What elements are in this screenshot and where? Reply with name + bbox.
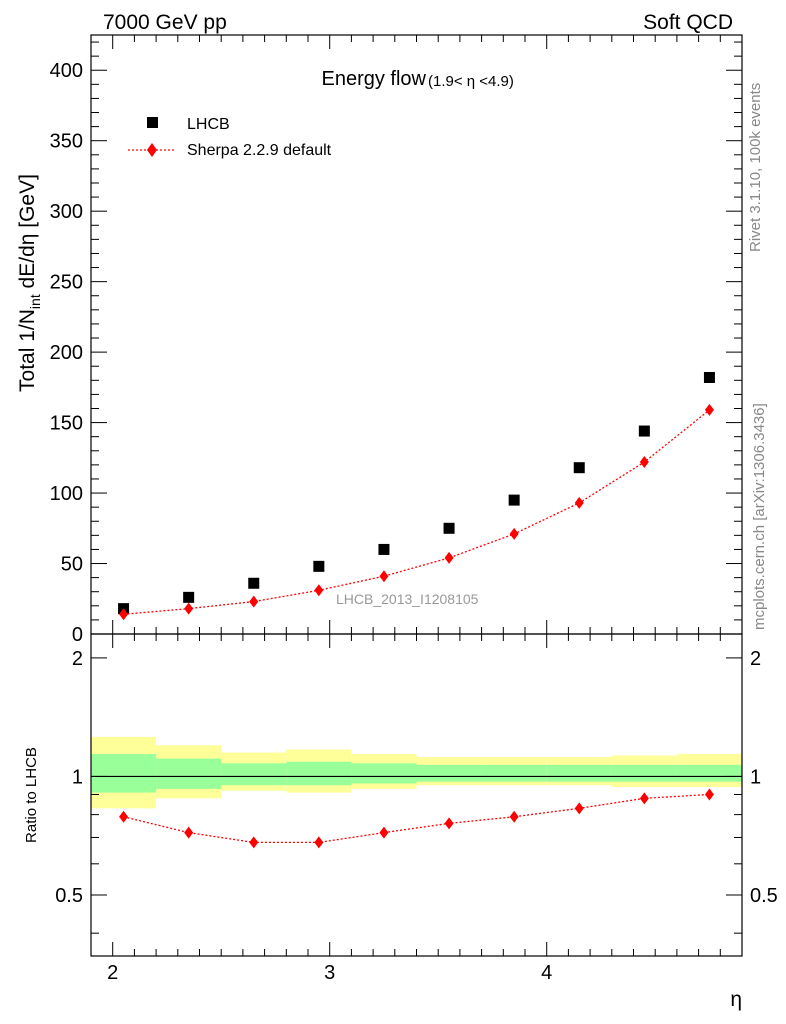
ratio-ytick-label-left: 1 — [72, 766, 83, 788]
ratio-ytick-label-right: 2 — [750, 648, 761, 670]
ratio-data-point-sherpa — [509, 810, 519, 823]
main-ytick-label: 250 — [50, 272, 83, 294]
uncertainty-band-green — [481, 764, 547, 782]
side-label-rivet: Rivet 3.1.10, 100k events — [747, 83, 764, 252]
header-right: Soft QCD — [643, 11, 733, 34]
header-left: 7000 GeV pp — [103, 11, 227, 34]
main-ytick-label: 200 — [50, 342, 83, 364]
x-tick-label: 3 — [324, 962, 335, 984]
ratio-panel-frame — [90, 633, 743, 957]
ratio-data-point-sherpa — [184, 826, 194, 839]
ratio-panel: 0.5 1 2 0.5 1 2 2 3 4 — [55, 633, 778, 984]
ratio-data-point-sherpa — [249, 836, 259, 849]
ratio-data-point-sherpa — [314, 836, 324, 849]
uncertainty-band-green — [611, 764, 677, 782]
data-point-lhcb — [508, 494, 520, 506]
uncertainty-band-green — [416, 764, 482, 782]
data-point-sherpa — [379, 570, 389, 583]
data-point-lhcb — [443, 522, 455, 534]
data-point-lhcb — [248, 577, 260, 589]
ratio-data-point-sherpa — [704, 788, 714, 801]
legend-label-lhcb: LHCB — [187, 116, 230, 133]
ratio-data-point-sherpa — [639, 792, 649, 805]
ratio-data-point-sherpa — [379, 826, 389, 839]
data-point-lhcb — [378, 543, 390, 555]
uncertainty-band-green — [546, 764, 612, 782]
ratio-y-axis-label: Ratio to LHCB — [23, 747, 40, 843]
y-axis-label-sub: int — [27, 294, 43, 309]
y-axis-label-rest: dE/dη [GeV] — [16, 174, 39, 294]
uncertainty-band-green — [221, 763, 287, 786]
ratio-data-point-sherpa — [574, 802, 584, 815]
y-axis-label-main: Total 1/N — [16, 309, 39, 392]
data-point-lhcb — [703, 371, 715, 383]
data-point-sherpa — [119, 608, 129, 621]
chart-title-main: Energy flow — [322, 68, 427, 90]
uncertainty-band-green — [351, 763, 417, 784]
ratio-series-line-sherpa — [123, 793, 710, 844]
data-point-sherpa — [509, 527, 519, 540]
data-point-sherpa — [704, 403, 714, 416]
main-ytick-label: 0 — [72, 624, 83, 646]
uncertainty-band-green — [91, 754, 157, 793]
main-ytick-label: 300 — [50, 201, 83, 223]
data-point-sherpa — [314, 584, 324, 597]
data-point-sherpa — [249, 595, 259, 608]
uncertainty-band-green — [286, 761, 352, 786]
data-point-lhcb — [638, 425, 650, 437]
x-axis-label: η — [730, 988, 742, 1011]
legend-marker-lhcb — [147, 117, 158, 128]
main-ytick-label: 400 — [50, 60, 83, 82]
ratio-data-point-sherpa — [119, 810, 129, 823]
ratio-ytick-label-right: 1 — [750, 766, 761, 788]
data-point-sherpa — [639, 456, 649, 469]
legend-marker-sherpa — [147, 143, 157, 157]
main-panel: 0 50 100 150 200 250 300 350 400 — [50, 34, 743, 646]
main-ytick-label: 350 — [50, 131, 83, 153]
series-line-sherpa — [123, 409, 710, 615]
x-tick-label: 4 — [541, 962, 552, 984]
uncertainty-band-green — [676, 764, 742, 782]
main-ytick-label: 150 — [50, 413, 83, 435]
side-label-mcplots: mcplots.cern.ch [arXiv:1306.3436] — [751, 403, 768, 630]
data-point-lhcb — [313, 560, 325, 572]
x-tick-label: 2 — [107, 962, 118, 984]
data-point-sherpa — [574, 496, 584, 509]
ratio-ytick-label-left: 2 — [72, 648, 83, 670]
ratio-ytick-label-left: 0.5 — [55, 885, 83, 907]
main-ytick-label: 100 — [50, 483, 83, 505]
legend: LHCB Sherpa 2.2.9 default — [128, 116, 332, 159]
data-point-lhcb — [183, 591, 195, 603]
watermark: LHCB_2013_I1208105 — [336, 591, 479, 607]
uncertainty-band-green — [156, 758, 222, 789]
data-point-sherpa — [184, 602, 194, 615]
main-ytick-label: 50 — [61, 554, 83, 576]
ratio-data-point-sherpa — [444, 817, 454, 830]
chart-title-sub: (1.9< η <4.9) — [428, 73, 514, 90]
y-axis-label: Total 1/Nint dE/dη [GeV] — [16, 174, 43, 392]
data-point-sherpa — [444, 551, 454, 564]
ratio-ytick-label-right: 0.5 — [750, 885, 778, 907]
data-point-lhcb — [573, 462, 585, 474]
legend-label-sherpa: Sherpa 2.2.9 default — [187, 142, 332, 159]
